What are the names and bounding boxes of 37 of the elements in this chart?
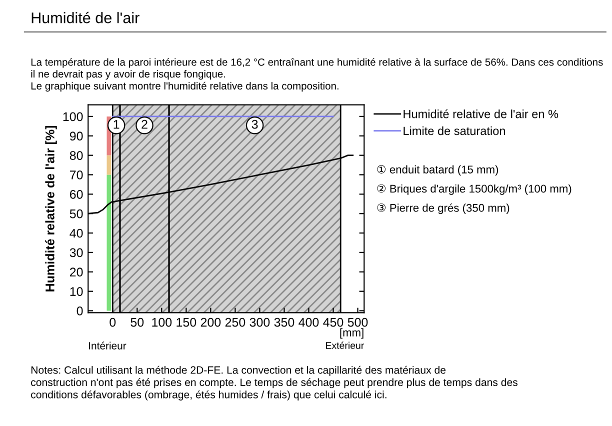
y-tick-label: 40 xyxy=(70,228,83,238)
text: ③ Pierre de grés (350 mm) xyxy=(377,203,510,214)
x-tick-label: 50 xyxy=(130,318,144,327)
chart-title: Humidité de l'air xyxy=(32,12,140,24)
text: Notes: Calcul utilisant la méthode 2D-FE. La convection et la capillarité des matériaux de construction n'ont pas été prises en compte. Le temps de séchage peut prendre plus de temps dans des conditions défavorables (ombrage, étés humides / frais) que celui calculé ici. xyxy=(31,366,518,400)
text: Extérieur xyxy=(326,342,364,349)
legend-label: Limite de saturation xyxy=(404,126,505,136)
x-tick-label: 500 xyxy=(348,318,368,327)
legend-label: Humidité relative de l'air en % xyxy=(404,109,558,118)
x-tick-label: 200 xyxy=(200,318,221,327)
band-label: 1 xyxy=(114,120,120,129)
y-tick-label: 90 xyxy=(70,132,83,141)
text: ② Briques d'argile 1500kg/m³ (100 mm) xyxy=(377,184,572,195)
x-tick-label: 250 xyxy=(225,318,246,327)
band-label: 3 xyxy=(252,120,258,129)
x-axis-title: [mm] xyxy=(340,328,364,339)
text: Intérieur xyxy=(89,342,126,350)
y-tick-label: 30 xyxy=(70,248,83,258)
x-tick-label: 350 xyxy=(274,318,294,327)
band-label: 2 xyxy=(142,120,148,129)
x-tick-label: 0 xyxy=(110,318,116,327)
x-tick-label: 400 xyxy=(298,318,319,327)
y-tick-label: 60 xyxy=(70,190,83,199)
y-tick-label: 80 xyxy=(70,151,83,160)
text: ① enduit batard (15 mm) xyxy=(377,165,498,176)
y-tick-label: 20 xyxy=(70,268,83,277)
chart-subtitle: La température de la paroi intérieure est de 16,2 °C entraînant une humidité relative à la surface de 56%. Dans ces conditions il ne devrait pas y avoir de risque fongique. Le graphique suivant montre l'humidité relative dans la composition. xyxy=(31,58,603,92)
y-tick-label: 100 xyxy=(63,112,83,122)
x-tick-label: 100 xyxy=(152,318,172,327)
y-tick-label: 70 xyxy=(70,170,83,180)
x-tick-label: 300 xyxy=(250,318,270,327)
y-tick-label: 0 xyxy=(76,306,83,316)
x-tick-label: 150 xyxy=(176,318,196,327)
y-axis-title: Humidité relative de l'air [%] xyxy=(45,126,57,292)
x-tick-label: 450 xyxy=(323,318,344,327)
y-tick-label: 50 xyxy=(70,209,83,218)
y-tick-label: 10 xyxy=(70,287,83,296)
